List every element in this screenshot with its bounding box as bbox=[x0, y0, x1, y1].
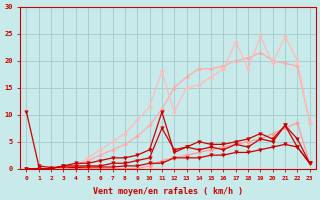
X-axis label: Vent moyen/en rafales ( km/h ): Vent moyen/en rafales ( km/h ) bbox=[93, 187, 243, 196]
